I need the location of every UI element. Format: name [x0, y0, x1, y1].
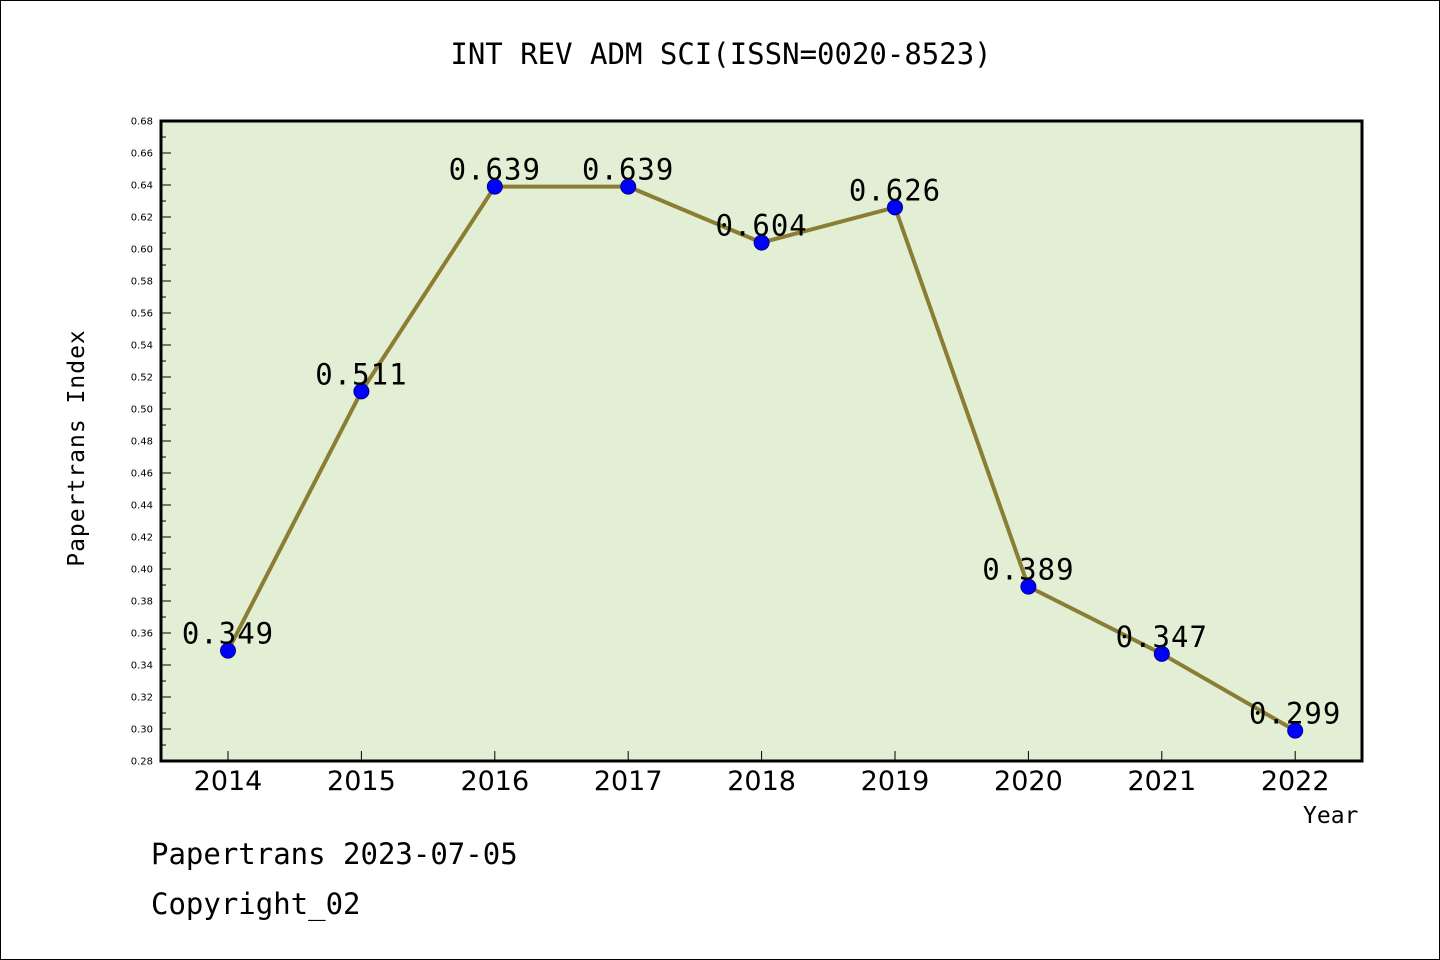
y-tick-label: 0.46	[131, 469, 153, 480]
data-markers	[220, 178, 1304, 739]
data-label: 0.639	[449, 153, 541, 187]
y-tick-label: 0.62	[131, 213, 153, 224]
data-label: 0.349	[182, 617, 274, 651]
data-point	[1287, 722, 1304, 739]
data-label: 0.389	[982, 553, 1074, 587]
y-tick-label: 0.28	[131, 757, 153, 768]
data-labels: 0.349 0.511 0.639 0.639 0.604 0.626 0.389 0.347…	[182, 153, 1341, 731]
x-tick-label: 2019	[861, 766, 930, 797]
y-tick-label: 0.54	[131, 341, 153, 352]
y-tick-label: 0.56	[131, 309, 153, 320]
y-tick-label: 0.48	[131, 437, 153, 448]
y-tick-label: 0.68	[131, 117, 153, 128]
y-tick-label: 0.42	[131, 533, 153, 544]
x-tick-label: 2021	[1127, 766, 1196, 797]
y-tick-label: 0.64	[131, 181, 153, 192]
x-tick-label: 2017	[594, 766, 663, 797]
data-point	[486, 178, 503, 195]
x-tick-label: 2018	[727, 766, 796, 797]
y-axis-label: Papertrans Index	[64, 329, 90, 567]
data-label: 0.299	[1249, 697, 1341, 731]
footer-date: Papertrans 2023-07-05	[151, 837, 518, 871]
x-tick-label: 2022	[1261, 766, 1330, 797]
x-tick-label: 2014	[194, 766, 263, 797]
y-tick-label: 0.40	[131, 565, 153, 576]
y-tick-label: 0.50	[131, 405, 153, 416]
x-axis: 2014 2015 2016 2017 2018 2019 2020 2021 2022	[194, 751, 1330, 797]
data-point	[1020, 578, 1037, 595]
data-point	[887, 199, 903, 216]
y-tick-label: 0.32	[131, 693, 153, 704]
y-tick-label: 0.66	[131, 149, 153, 160]
y-axis: 0.28 0.30 0.32 0.34 0.36 0.38 0.40 0.42 0.44 0.46…	[131, 117, 171, 768]
footer-copyright: Copyright_02	[151, 887, 361, 921]
data-label: 0.626	[849, 173, 941, 207]
y-tick-label: 0.38	[131, 597, 153, 608]
chart-title: INT REV ADM SCI(ISSN=0020-8523)	[450, 37, 992, 71]
y-tick-label: 0.36	[131, 629, 153, 640]
y-tick-label: 0.60	[131, 245, 153, 256]
plot-border	[159, 119, 1364, 763]
y-tick-label: 0.52	[131, 373, 153, 384]
data-point	[1153, 645, 1170, 662]
data-point	[753, 234, 770, 251]
data-label: 0.511	[315, 357, 407, 391]
x-tick-label: 2020	[994, 766, 1063, 797]
x-axis-label: Year	[1303, 803, 1359, 829]
data-label: 0.347	[1116, 620, 1208, 654]
data-label: 0.639	[582, 153, 674, 187]
data-point	[220, 642, 236, 659]
y-tick-label: 0.30	[131, 725, 153, 736]
x-tick-label: 2016	[460, 766, 529, 797]
data-point	[353, 383, 370, 400]
y-tick-label: 0.58	[131, 277, 153, 288]
data-point	[620, 178, 637, 195]
x-tick-label: 2015	[327, 766, 396, 797]
y-tick-label: 0.34	[131, 661, 153, 672]
data-label: 0.604	[715, 209, 807, 243]
y-tick-label: 0.44	[131, 501, 153, 512]
